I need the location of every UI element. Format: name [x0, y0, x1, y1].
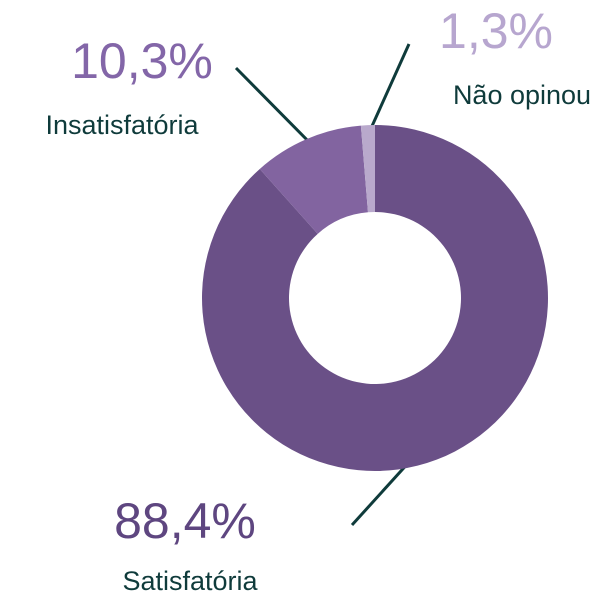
value-label: 88,4% — [114, 493, 256, 549]
category-label: Insatisfatória — [45, 110, 199, 140]
leader-line — [234, 66, 319, 152]
value-label: 1,3% — [439, 3, 553, 59]
slice — [360, 125, 375, 213]
value-label: 10,3% — [71, 33, 213, 89]
leader-line — [366, 43, 411, 136]
category-label: Não opinou — [453, 80, 591, 110]
slice — [201, 125, 548, 471]
category-label: Satisfatória — [122, 566, 258, 596]
slice — [259, 125, 368, 234]
